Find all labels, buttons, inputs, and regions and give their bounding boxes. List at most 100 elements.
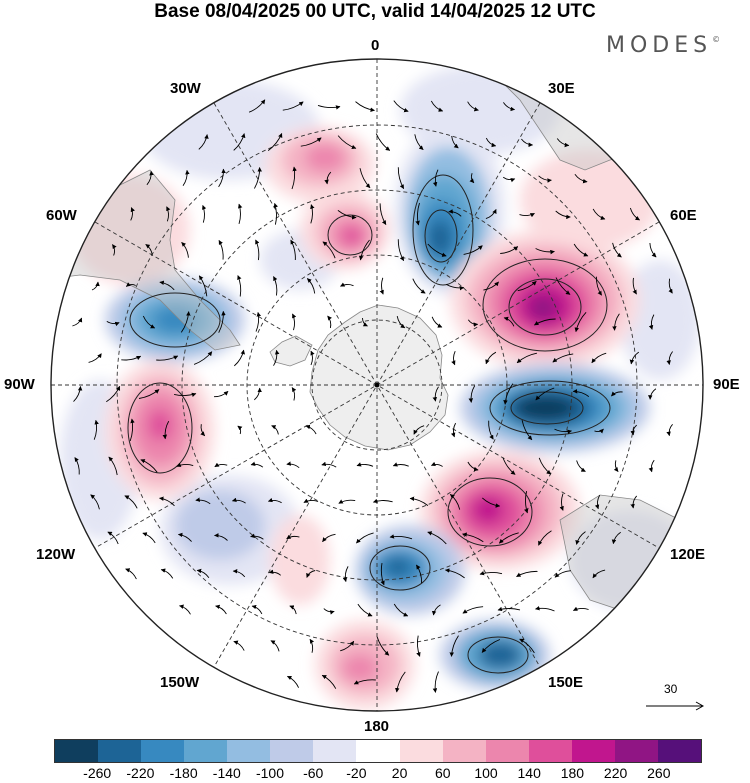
- wind-vector-arrow: [630, 495, 638, 509]
- wind-vector-arrow: [629, 207, 640, 221]
- wind-vector-arrow: [291, 387, 297, 401]
- wind-vector-arrow: [255, 239, 260, 261]
- wind-vector-arrow: [234, 349, 246, 367]
- lon-label-120e: 120E: [670, 546, 706, 563]
- colorbar-tick-label: 140: [517, 765, 541, 781]
- wind-vector-arrow: [193, 351, 213, 365]
- wind-vector-arrow: [355, 101, 375, 112]
- colorbar-swatch: [98, 740, 142, 762]
- wind-vector-arrow: [254, 167, 262, 189]
- wind-vector-arrow: [231, 497, 246, 504]
- wind-vector-arrow: [250, 533, 264, 540]
- wind-vector-arrow: [356, 532, 374, 544]
- antarctica-landmass: [269, 304, 449, 451]
- wind-vector-arrow: [215, 604, 227, 615]
- colorbar-swatch: [399, 740, 443, 762]
- wind-vector-arrow: [309, 638, 315, 653]
- brand-logo: MODES©: [606, 33, 720, 58]
- wind-vector-arrow: [380, 563, 385, 586]
- wind-vector-arrow: [321, 674, 337, 689]
- wind-vector-arrow: [213, 390, 229, 398]
- wind-vector-arrow: [591, 352, 607, 364]
- wind-vector-arrow: [342, 566, 349, 583]
- wind-vector-arrow: [181, 241, 189, 258]
- colorbar-tick-label: 180: [560, 765, 585, 781]
- wind-vector-arrow: [273, 202, 278, 225]
- colorbar-tick-label: -100: [255, 765, 285, 781]
- lon-label-30w: 30W: [170, 80, 201, 97]
- wind-vector-arrow: [463, 245, 483, 255]
- wind-vectors: [72, 99, 673, 693]
- wind-vector-arrow: [467, 461, 479, 472]
- wind-vector-arrow: [267, 497, 282, 504]
- wind-vector-arrow: [125, 282, 136, 287]
- lon-label-60e: 60E: [670, 207, 697, 224]
- wind-vector-arrow: [248, 99, 266, 113]
- wind-vector-arrow: [488, 420, 494, 440]
- anomaly-shading: [60, 65, 700, 710]
- wind-vector-arrow: [451, 135, 459, 149]
- wind-vector-arrow: [666, 423, 673, 437]
- wind-vector-arrow: [362, 317, 368, 327]
- wind-vector-arrow: [372, 498, 393, 504]
- colorbar-tick-label: -20: [346, 765, 367, 781]
- polar-map: [50, 58, 704, 712]
- wind-vector-arrow: [317, 104, 341, 110]
- wind-vector-arrow: [357, 603, 373, 617]
- wind-vector-arrow: [121, 355, 142, 361]
- wind-vector-arrow: [397, 167, 405, 190]
- wind-vector-arrow: [160, 568, 174, 579]
- wind-vector-arrow: [611, 531, 621, 545]
- colorbar: [54, 739, 702, 763]
- wind-vector-arrow: [286, 461, 300, 469]
- wind-vector-arrow: [444, 568, 465, 579]
- wind-vector-arrow: [397, 239, 405, 262]
- colorbar-ticks: -260 -220 -180 -140 -100 -60 -20 20 60 100 140 180 2…: [0, 765, 750, 783]
- lon-label-150w: 150W: [160, 674, 200, 691]
- wind-vector-arrow: [500, 246, 519, 254]
- colorbar-tick-label: 260: [647, 765, 671, 781]
- wind-vector-arrow: [427, 531, 447, 545]
- wind-vector-arrow: [327, 315, 332, 329]
- reference-vector-label: 30: [664, 682, 678, 696]
- wind-vector-arrow: [180, 311, 191, 333]
- wind-vector-arrow: [481, 497, 501, 508]
- wind-vector-arrow: [592, 569, 606, 579]
- wind-vector-arrow: [389, 534, 413, 540]
- wind-vector-arrow: [613, 460, 619, 472]
- wind-vector-arrow: [196, 568, 210, 578]
- lon-label-120w: 120W: [36, 546, 76, 563]
- wind-vector-arrow: [413, 425, 425, 435]
- wind-vector-arrow: [592, 208, 606, 220]
- wind-vector-arrow: [305, 424, 317, 435]
- wind-vector-arrow: [218, 240, 224, 260]
- wind-vector-arrow: [237, 425, 243, 435]
- wind-vector-arrow: [468, 385, 476, 403]
- colorbar-swatch: [227, 740, 271, 762]
- wind-vector-arrow: [310, 204, 315, 224]
- wind-vector-arrow: [108, 456, 118, 476]
- colorbar-swatch: [270, 740, 314, 762]
- wind-vector-arrow: [91, 281, 100, 291]
- lon-label-90w: 90W: [4, 376, 35, 393]
- wind-vector-arrow: [538, 175, 552, 183]
- wind-vector-arrow: [74, 457, 80, 475]
- wind-vector-arrow: [395, 671, 406, 693]
- wind-vector-arrow: [485, 351, 497, 365]
- wind-vector-arrow: [467, 101, 479, 112]
- wind-vector-arrow: [573, 243, 589, 257]
- wind-vector-arrow: [535, 605, 555, 612]
- lon-label-60w: 60W: [46, 207, 77, 224]
- wind-vector-arrow: [218, 310, 226, 333]
- wind-vector-arrow: [253, 387, 262, 401]
- wind-vector-arrow: [535, 248, 555, 255]
- wind-vector-arrow: [356, 462, 374, 467]
- wind-vector-arrow: [516, 570, 538, 577]
- wind-vector-arrow: [250, 461, 264, 468]
- wind-vector-arrow: [415, 202, 420, 226]
- colorbar-swatch: [442, 740, 486, 762]
- wind-vector-arrow: [538, 530, 552, 546]
- wind-vector-arrow: [270, 640, 280, 652]
- wind-vector-arrow: [306, 570, 316, 578]
- wind-vector-arrow: [445, 284, 465, 291]
